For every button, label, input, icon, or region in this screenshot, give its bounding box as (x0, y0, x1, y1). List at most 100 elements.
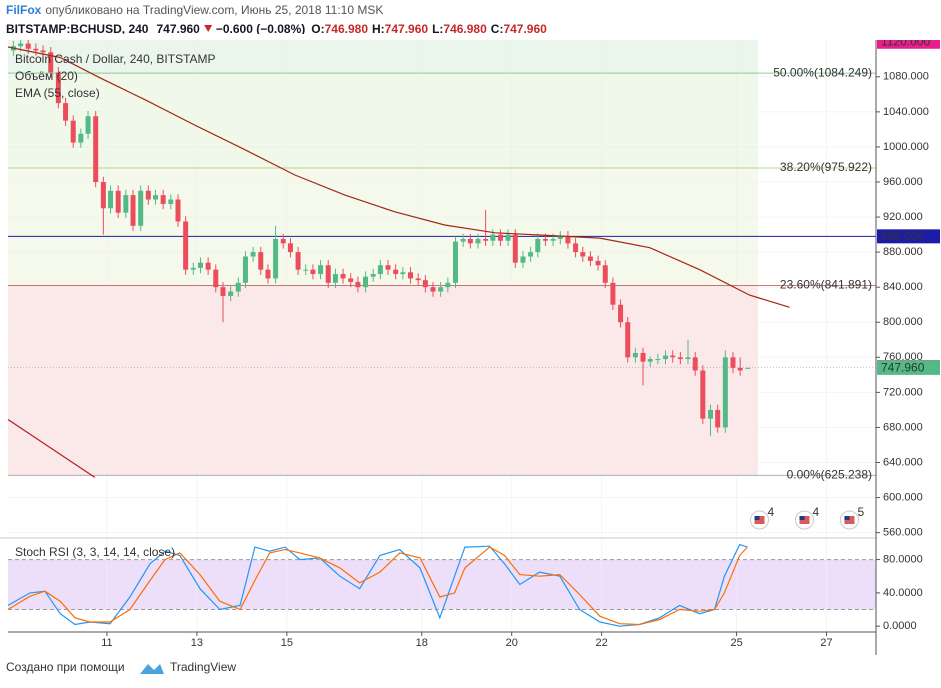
y-tick-label: 920.000 (883, 211, 923, 223)
candle-body (377, 265, 383, 275)
candle-body (18, 43, 24, 47)
candle-body (730, 357, 736, 368)
candle-body (287, 243, 293, 253)
symbol: BITSTAMP:BCHUSD, 240 (6, 22, 149, 36)
y-tick-label: 880.000 (883, 246, 923, 258)
y-tick-label: 40.0000 (883, 587, 923, 599)
candle-body (550, 238, 556, 241)
ohlc-value: 747.960 (385, 22, 429, 36)
candle-body (602, 265, 608, 283)
change: −0.600 (−0.08%) (216, 22, 305, 36)
ema-legend: EMA (55, close) (15, 86, 100, 100)
candle-body (737, 367, 743, 371)
y-tick-label: 560.000 (883, 527, 923, 539)
stoch-band (8, 559, 876, 610)
x-tick-label: 18 (416, 637, 428, 649)
y-tick-label: 720.000 (883, 386, 923, 398)
candle-body (490, 234, 496, 241)
x-tick-label: 20 (506, 637, 518, 649)
candle-body (542, 238, 548, 241)
candle-body (25, 43, 31, 49)
candle-body (707, 409, 713, 419)
candle-body (303, 269, 309, 271)
candle-body (145, 190, 151, 200)
candle-body (483, 238, 489, 241)
chart-title: Bitcoin Cash / Dollar, 240, BITSTAMP (15, 52, 216, 66)
y-tick-label: 960.000 (883, 176, 923, 188)
candle-body (340, 274, 346, 279)
header-line: FilFox опубликовано на TradingView.com, И… (6, 3, 383, 17)
price-label: 747.960 (881, 361, 925, 375)
price-label: 898.000 (881, 229, 925, 243)
candle-body (213, 269, 219, 288)
fib-label: 50.00%(1084.249) (773, 65, 872, 79)
candle-body (430, 287, 436, 292)
y-tick-label: 640.000 (883, 456, 923, 468)
price-axis (876, 40, 941, 655)
volume-legend: Объём (20) (15, 69, 78, 83)
candle-body (40, 50, 46, 53)
x-tick-label: 13 (191, 637, 203, 649)
candle-body (677, 357, 683, 360)
candle-body (445, 282, 451, 288)
candle-body (228, 291, 234, 296)
candle-body (318, 265, 324, 275)
candle-body (438, 287, 444, 292)
candle-body (512, 234, 518, 263)
candle-body (242, 256, 248, 283)
candle-body (580, 252, 586, 257)
footer-brand: TradingView (170, 660, 236, 674)
candle-body (460, 238, 466, 242)
x-tick-label: 11 (101, 637, 112, 649)
last-price: 747.960 (156, 22, 200, 36)
candle-body (647, 359, 653, 362)
candle-body (722, 357, 728, 428)
candle-body (692, 357, 698, 371)
event-flag-icon (844, 516, 850, 520)
candle-body (70, 120, 76, 143)
candle-body (587, 256, 593, 261)
y-tick-label: 1080.000 (883, 71, 929, 83)
candle-body (632, 352, 638, 358)
candle-body (385, 265, 391, 270)
candle-body (123, 195, 129, 213)
x-tick-label: 15 (281, 637, 293, 649)
candle-body (332, 274, 338, 283)
candle-body (415, 278, 421, 281)
y-tick-label: 800.000 (883, 316, 923, 328)
candle-body (528, 252, 534, 257)
candle-body (190, 267, 196, 270)
event-flag-icon (754, 516, 760, 520)
trend-line (7, 419, 96, 478)
candle-body (422, 280, 428, 288)
candle-body (273, 238, 279, 279)
ohlc-key: C: (491, 22, 504, 36)
candle-body (153, 195, 159, 200)
candle-body (100, 182, 106, 209)
indicator-line (7, 546, 748, 626)
candle-body (33, 48, 39, 51)
candle-body (393, 269, 399, 275)
candle-body (625, 322, 631, 358)
candle-body (663, 355, 669, 360)
candle-body (220, 287, 226, 296)
ohlc-value: 746.980 (325, 22, 369, 36)
candle-body (250, 252, 256, 257)
y-tick-label: 840.000 (883, 281, 923, 293)
candle-body (130, 195, 136, 226)
candle-body (618, 304, 624, 323)
candle-body (467, 238, 473, 244)
candle-body (715, 409, 721, 428)
fib-label: 38.20%(975.922) (780, 160, 872, 174)
candle-body (573, 243, 579, 253)
fib-zone (8, 285, 758, 476)
fib-zone (8, 40, 758, 74)
candle-body (183, 221, 189, 270)
candle-body (655, 359, 661, 361)
candle-body (93, 116, 99, 182)
ohlc-key: O: (311, 22, 324, 36)
author: FilFox (6, 3, 42, 17)
footer-text: Создано при помощи (6, 660, 125, 674)
candle-body (520, 256, 526, 263)
